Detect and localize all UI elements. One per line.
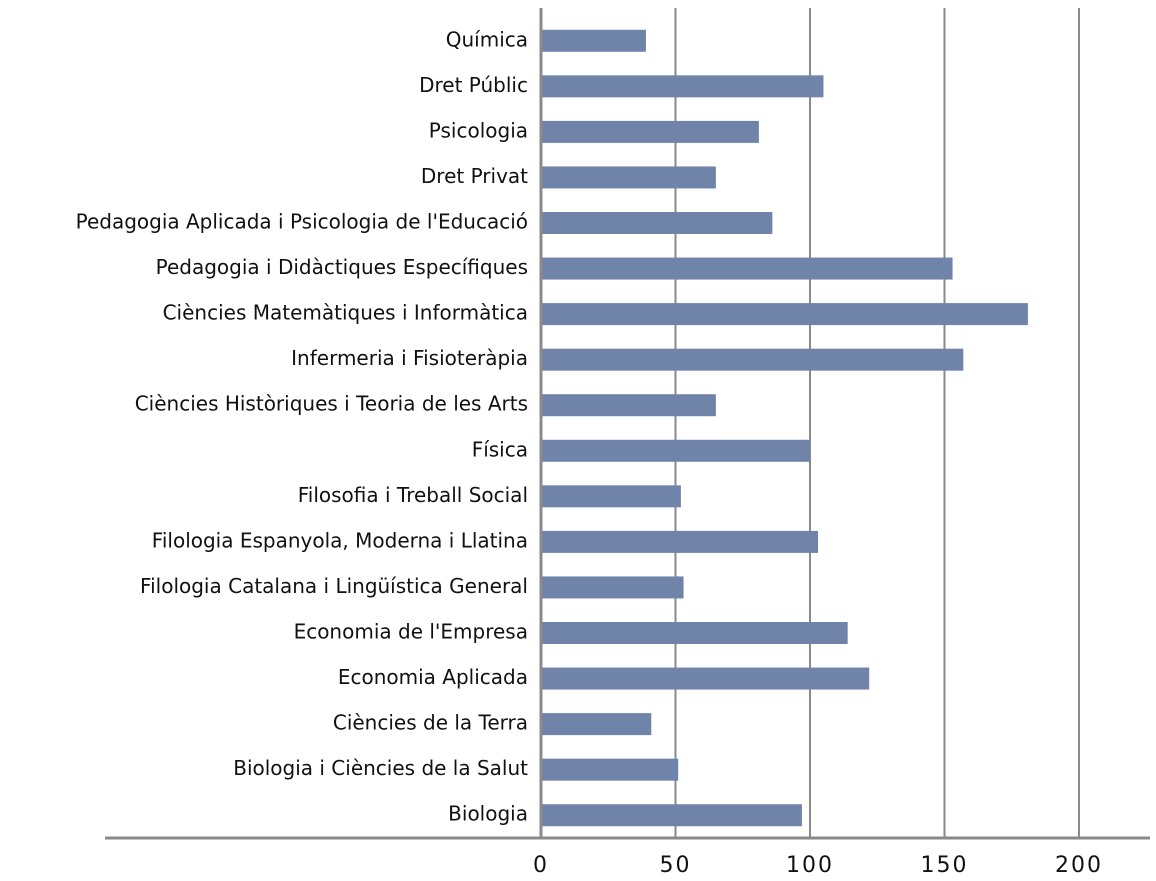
bar — [541, 75, 824, 98]
x-tick-label: 100 — [786, 853, 834, 878]
y-tick-label: Biologia i Ciències de la Salut — [233, 756, 528, 780]
bar — [541, 530, 819, 553]
bar — [541, 485, 681, 508]
y-tick-label: Economia Aplicada — [338, 665, 528, 689]
y-tick-label: Ciències Històriques i Teoria de les Art… — [135, 392, 528, 416]
bar — [541, 758, 679, 781]
y-tick-label: Economia de l'Empresa — [294, 620, 528, 644]
bar — [541, 348, 964, 371]
y-tick-label: Dret Privat — [421, 164, 528, 188]
y-tick-label: Ciències Matemàtiques i Informàtica — [163, 301, 528, 325]
bar — [541, 622, 848, 644]
y-tick-label: Filologia Espanyola, Moderna i Llatina — [152, 528, 528, 552]
bar — [541, 212, 773, 234]
y-tick-label: Química — [446, 27, 528, 51]
bar — [541, 439, 810, 462]
bar — [541, 804, 802, 827]
bar — [541, 120, 759, 143]
bar — [541, 166, 716, 189]
bar — [541, 29, 646, 52]
y-tick-label: Filosofia i Treball Social — [298, 483, 528, 507]
y-tick-label: Pedagogia i Didàctiques Específiques — [156, 255, 528, 279]
bar — [541, 713, 652, 736]
bar — [541, 667, 870, 690]
bar — [541, 257, 953, 280]
y-tick-label: Dret Públic — [419, 73, 528, 97]
y-tick-label: Infermeria i Fisioteràpia — [291, 346, 528, 370]
bar — [541, 394, 716, 417]
x-tick-label: 50 — [660, 853, 692, 878]
bar — [541, 576, 684, 599]
y-tick-label: Ciències de la Terra — [333, 711, 528, 735]
y-tick-label: Psicologia — [429, 118, 528, 142]
bar — [541, 303, 1028, 326]
x-tick-label: 0 — [533, 853, 549, 878]
y-tick-label: Filologia Catalana i Lingüística General — [140, 574, 528, 598]
y-tick-label: Física — [472, 437, 528, 461]
x-tick-label: 200 — [1055, 853, 1103, 878]
y-tick-label: Pedagogia Aplicada i Psicologia de l'Edu… — [76, 210, 528, 234]
x-tick-label: 150 — [921, 853, 969, 878]
y-tick-label: Biologia — [448, 802, 528, 826]
